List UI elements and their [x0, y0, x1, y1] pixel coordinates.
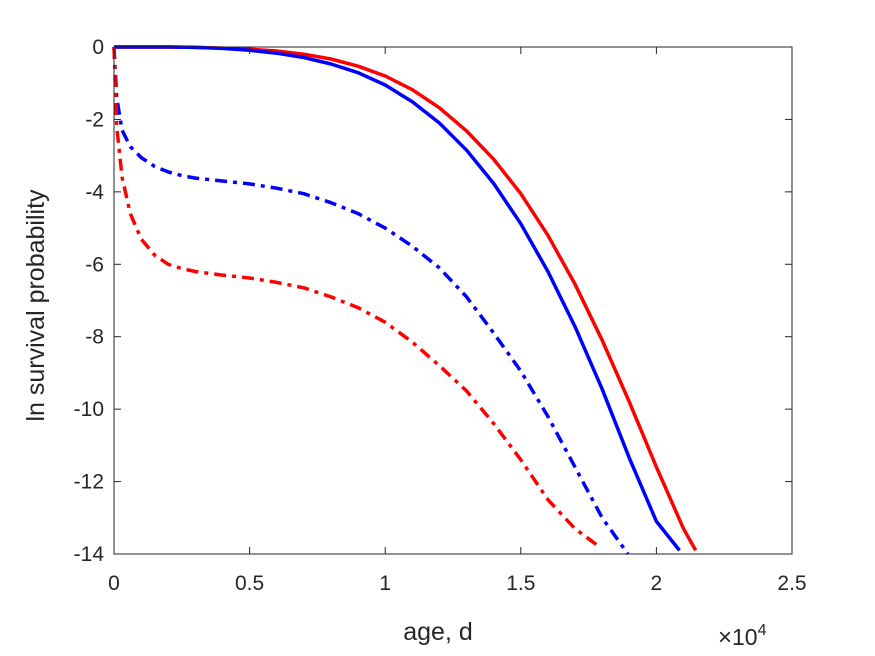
series-line-2 [114, 45, 681, 552]
y-tick-label: 0 [92, 36, 104, 59]
x-tick-label: 1.5 [506, 572, 535, 595]
y-axis-label: ln survival probability [22, 189, 50, 422]
y-tick-label: -14 [74, 543, 105, 566]
series-layer [112, 45, 698, 556]
x-multiplier-exponent: 4 [758, 622, 767, 639]
x-tick-label: 0.5 [235, 572, 264, 595]
x-tick-label: 2.5 [777, 572, 806, 595]
x-tick-label: 0 [108, 572, 120, 595]
y-tick-label: -10 [74, 398, 104, 421]
y-tick-label: -2 [85, 108, 104, 131]
x-multiplier-base: 10 [732, 624, 758, 650]
y-tick-label: -6 [85, 253, 104, 276]
x-axis-label: age, d [403, 618, 473, 646]
x-axis-multiplier: ×104 [718, 622, 767, 651]
series-line-4 [112, 46, 601, 549]
y-tick-label: -8 [85, 326, 104, 349]
plot-area [114, 47, 792, 554]
x-tick-label: 1 [379, 572, 391, 595]
axes-box [113, 46, 793, 555]
x-tick-label: 2 [651, 572, 663, 595]
y-tick-label: -12 [74, 471, 104, 494]
ticks-layer: 0 0.5 1 1.5 2 2.5 0 -2 -4 -6 -8 -10 -12 -14 [74, 36, 807, 595]
series-line-3 [112, 46, 630, 556]
y-tick-label: -4 [85, 181, 104, 204]
